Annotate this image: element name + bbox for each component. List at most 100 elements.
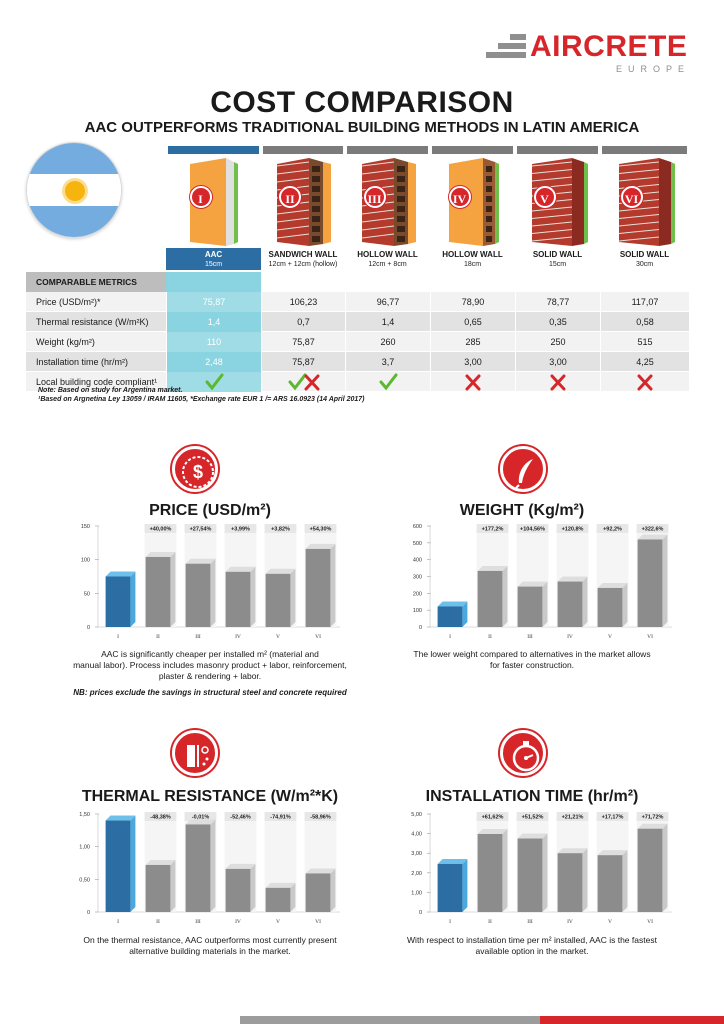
bar-top — [105, 571, 136, 577]
y-tick-label: 4,00 — [411, 832, 422, 838]
price-nb-note: NB: prices exclude the savings in struct… — [73, 688, 347, 697]
installation-caption: With respect to installation time per m²… — [372, 935, 692, 957]
column-name: SOLID WALL — [532, 250, 583, 259]
bar-top — [105, 815, 136, 821]
percent-label-bg — [516, 524, 549, 533]
check-icon — [205, 373, 224, 391]
price-caption-line-1: AAC is significantly cheaper per install… — [101, 649, 319, 659]
y-tick-label: 600 — [413, 524, 422, 530]
percent-label-bg — [636, 524, 669, 533]
installation-caption-line-2: available option in the market. — [475, 946, 589, 956]
percent-label-bg — [304, 812, 337, 821]
x-tick-label: IV — [235, 919, 241, 925]
column-spec: 18cm — [463, 261, 482, 268]
x-tick-label: III — [527, 919, 533, 925]
svg-text:$: $ — [193, 462, 203, 482]
x-tick-label: III — [195, 919, 201, 925]
column-spec: 12cm + 12cm (hollow) — [268, 261, 338, 268]
percent-label-bg — [144, 524, 177, 533]
bar-side — [622, 850, 628, 912]
metric-label: Local building code compliant¹ — [36, 377, 158, 387]
percent-label-bg — [636, 812, 669, 821]
fire-wall-icon — [172, 730, 218, 776]
bar-side — [462, 601, 468, 627]
bar — [517, 586, 543, 627]
bar — [437, 863, 463, 912]
bar-top — [597, 582, 628, 588]
percent-label-bg — [264, 812, 297, 821]
bar-top — [145, 551, 176, 557]
bar — [185, 824, 211, 912]
table-row: Weight (kg/m²) 110 75,87 260 285 250 515 — [26, 332, 689, 352]
cross-icon — [304, 374, 319, 391]
column-top-bar — [517, 146, 598, 154]
bar — [305, 548, 331, 627]
percent-label-bg — [304, 524, 337, 533]
table-cell: 75,87 — [166, 292, 261, 312]
bar-side — [502, 565, 508, 627]
percent-label: +3,82% — [271, 527, 290, 533]
table-section-row: COMPARABLE METRICS — [26, 272, 689, 292]
percent-label: +17,17% — [602, 815, 624, 821]
column-spec: 12cm + 8cm — [368, 261, 407, 268]
bar-side — [542, 833, 548, 912]
percent-label: +40,00% — [150, 527, 172, 533]
percent-label: +21,21% — [562, 815, 584, 821]
column-name: HOLLOW WALL — [357, 250, 418, 259]
bar-side — [290, 568, 296, 627]
bar-top — [265, 882, 296, 888]
bar-side — [542, 581, 548, 627]
percent-label-bg — [556, 524, 589, 533]
y-tick-label: 200 — [413, 591, 422, 597]
compliance-cell — [430, 372, 515, 392]
bar — [477, 570, 503, 627]
bar-top — [265, 568, 296, 574]
bar-side — [330, 543, 336, 627]
y-tick-label: 100 — [413, 608, 422, 614]
page-subtitle: AAC OUTPERFORMS TRADITIONAL BUILDING MET… — [84, 119, 640, 136]
x-tick-label: I — [449, 634, 451, 640]
bar — [145, 864, 171, 912]
table-cell: 75,87 — [261, 352, 345, 372]
thermal-chart: 0 0,50 1,00 1,50 I -48,38% II -0,01% III -52,46% I… — [79, 812, 340, 925]
x-tick-label: VI — [647, 919, 653, 925]
bar-top — [637, 823, 668, 829]
x-tick-label: I — [117, 919, 119, 925]
x-tick-label: V — [608, 919, 612, 925]
logo-sub: EUROPE — [616, 64, 691, 74]
bar-top — [437, 858, 468, 864]
compliance-cell — [600, 372, 689, 392]
column-name: HOLLOW WALL — [442, 250, 503, 259]
installation-chart-title: INSTALLATION TIME (hr/m²) — [425, 788, 639, 805]
table-cell: 0,35 — [515, 312, 600, 332]
bar — [225, 571, 251, 627]
bar-side — [250, 566, 256, 627]
table-row: Price (USD/m²)* 75,87 106,23 96,77 78,90 78,7… — [26, 292, 689, 312]
percent-label: -74,91% — [270, 815, 291, 821]
percent-label-bg — [596, 524, 629, 533]
column-spec: 15cm — [204, 261, 223, 268]
column-spec: 30cm — [635, 261, 654, 268]
x-tick-label: VI — [647, 634, 653, 640]
y-tick-label: 0 — [419, 910, 422, 916]
bar-side — [582, 576, 588, 627]
bar — [557, 581, 583, 627]
y-tick-label: 500 — [413, 541, 422, 547]
percent-label-bg — [476, 524, 509, 533]
aircrete-logo: AIRCRETE EUROPE — [478, 28, 698, 78]
check-icon — [288, 373, 306, 391]
bar-side — [330, 868, 336, 912]
percent-label: +92,2% — [603, 527, 622, 533]
thermal-caption: On the thermal resistance, AAC outperfor… — [40, 935, 380, 957]
installation-caption-line-1: With respect to installation time per m²… — [407, 935, 657, 945]
x-tick-label: IV — [567, 919, 573, 925]
table-cell: 75,87 — [261, 332, 345, 352]
column-header: AAC 15cm — [166, 248, 261, 270]
percent-label: -0,01% — [192, 815, 210, 821]
logo-word: AIRCRETE — [530, 30, 688, 63]
bar-side — [250, 863, 256, 912]
bar — [637, 828, 663, 912]
percent-label: +322,6% — [642, 527, 664, 533]
page-title: COST COMPARISON — [210, 86, 514, 119]
percent-label-bg — [264, 524, 297, 533]
